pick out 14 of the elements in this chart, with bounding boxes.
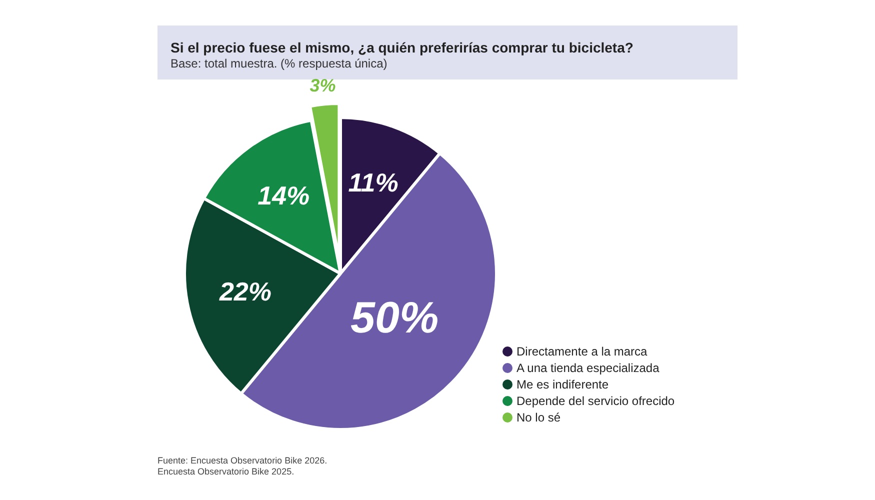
- data-label: 11%: [348, 168, 398, 198]
- legend-label: No lo sé: [516, 410, 561, 424]
- legend-label: Directamente a la marca: [516, 344, 648, 358]
- source-note: Fuente: Encuesta Observatorio Bike 2026.: [158, 456, 328, 466]
- chart-subtitle: Base: total muestra. (% respuesta única): [170, 56, 388, 70]
- data-label: 3%: [310, 76, 336, 96]
- legend-label: Me es indiferente: [516, 378, 609, 392]
- data-label: 14%: [258, 180, 310, 210]
- data-label: 50%: [350, 294, 439, 343]
- data-label: 22%: [218, 276, 272, 307]
- legend-label: Depende del servicio ofrecido: [516, 394, 675, 408]
- chart-title: Si el precio fuese el mismo, ¿a quién preferirías comprar tu bicicleta?: [170, 40, 634, 56]
- legend-label: A una tienda especializada: [516, 361, 660, 375]
- text: Encuesta Observatorio Bike 2025.: [158, 466, 294, 476]
